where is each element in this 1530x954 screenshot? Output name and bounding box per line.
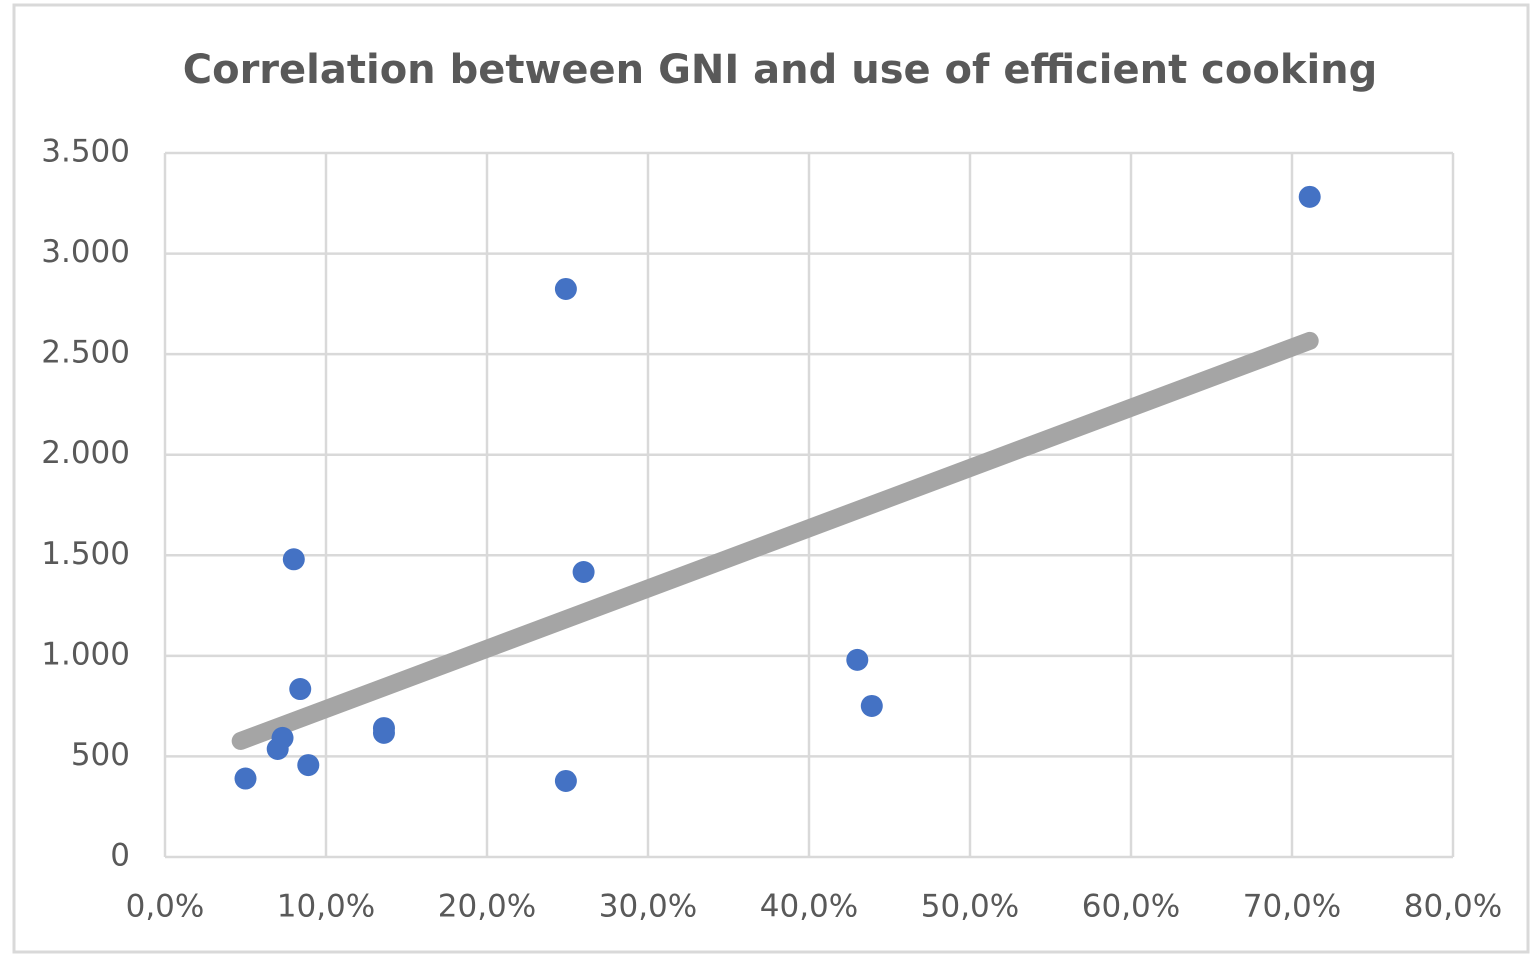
x-tick-label: 80,0%	[1404, 889, 1502, 925]
y-tick-label: 3.500	[41, 134, 130, 170]
y-tick-label: 2.500	[41, 335, 130, 371]
trendline	[231, 331, 1319, 750]
y-tick-label: 1.000	[41, 636, 130, 672]
scatter-point	[282, 548, 305, 571]
x-tick-label: 20,0%	[438, 889, 536, 925]
chart-title: Correlation between GNI and use of effic…	[183, 47, 1378, 93]
scatter-point	[846, 648, 869, 671]
scatter-point	[297, 754, 320, 777]
x-tick-label: 60,0%	[1082, 889, 1180, 925]
scatter-point	[554, 277, 577, 300]
scatter-point	[1298, 185, 1321, 208]
chart-border	[12, 3, 1530, 954]
scatter-point	[860, 694, 883, 717]
scatter-point	[372, 721, 395, 744]
y-tick-label: 0	[110, 838, 130, 874]
scatter-point	[572, 560, 595, 583]
x-tick-label: 70,0%	[1243, 889, 1341, 925]
y-tick-label: 1.500	[41, 536, 130, 572]
scatter-point	[266, 737, 289, 760]
y-tick-label: 500	[71, 737, 130, 773]
x-tick-label: 30,0%	[599, 889, 697, 925]
x-tick-label: 40,0%	[760, 889, 858, 925]
scatter-point	[234, 767, 257, 790]
y-tick-label: 2.000	[41, 435, 130, 471]
x-tick-label: 10,0%	[277, 889, 375, 925]
scatter-point	[289, 678, 312, 701]
x-tick-label: 0,0%	[126, 889, 205, 925]
x-tick-label: 50,0%	[921, 889, 1019, 925]
scatter-point	[554, 769, 577, 792]
y-tick-label: 3.000	[41, 234, 130, 270]
